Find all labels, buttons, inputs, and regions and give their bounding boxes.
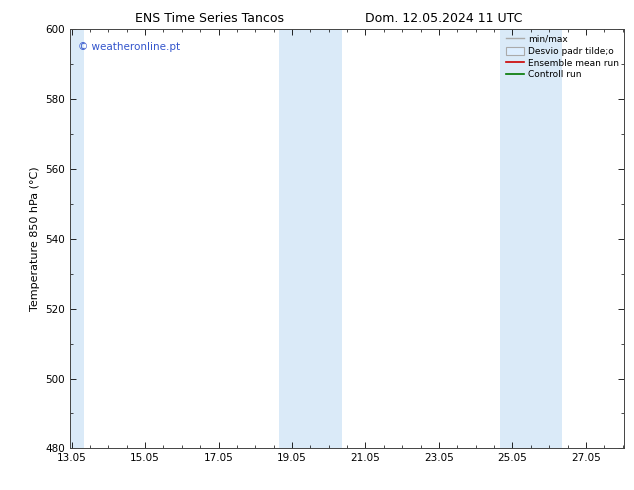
Text: © weatheronline.pt: © weatheronline.pt [78, 42, 180, 52]
Bar [279, 29, 342, 448]
Legend: min/max, Desvio padr tilde;o, Ensemble mean run, Controll run: min/max, Desvio padr tilde;o, Ensemble m… [502, 31, 623, 83]
Text: ENS Time Series Tancos: ENS Time Series Tancos [134, 12, 284, 25]
Bar [500, 29, 562, 448]
Bar [70, 29, 84, 448]
Text: Dom. 12.05.2024 11 UTC: Dom. 12.05.2024 11 UTC [365, 12, 522, 25]
Y-axis label: Temperature 850 hPa (°C): Temperature 850 hPa (°C) [30, 167, 39, 311]
